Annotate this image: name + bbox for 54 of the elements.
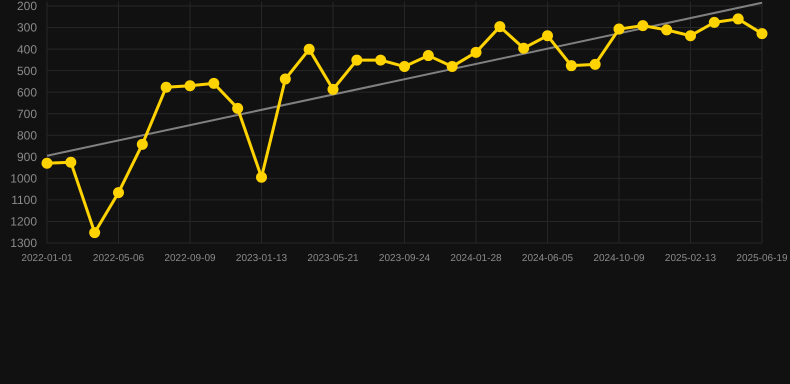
point — [566, 60, 577, 72]
y-tick-label: 1200 — [10, 214, 38, 229]
y-tick-label: 300 — [16, 20, 38, 35]
point — [42, 158, 52, 169]
point — [304, 44, 315, 55]
point — [65, 156, 76, 168]
point — [208, 78, 220, 89]
point — [256, 172, 267, 183]
point — [422, 50, 434, 62]
point — [375, 54, 386, 66]
point — [614, 24, 624, 35]
point — [160, 82, 172, 93]
point — [136, 138, 148, 150]
x-tick-label: 2022-01-01 — [21, 253, 74, 264]
x-tick-label: 2023-01-13 — [236, 253, 288, 264]
x-tick-label: 2025-06-19 — [736, 253, 788, 264]
point — [470, 46, 482, 58]
point — [89, 227, 100, 238]
point — [708, 16, 720, 28]
x-tick-label: 2024-01-28 — [450, 253, 502, 264]
point — [661, 24, 672, 36]
x-tick-label: 2024-10-09 — [593, 253, 646, 264]
point — [399, 61, 410, 72]
point — [446, 61, 458, 72]
point — [590, 58, 601, 70]
point — [328, 84, 338, 95]
y-tick-label: 200 — [16, 0, 38, 14]
point — [542, 30, 553, 42]
x-tick-label: 2023-05-21 — [307, 253, 360, 264]
y-tick-label: 900 — [16, 150, 38, 164]
point — [351, 54, 362, 66]
point — [637, 20, 648, 32]
x-tick-label: 2025-02-13 — [664, 253, 717, 264]
point — [184, 80, 196, 92]
y-tick-label: 1300 — [10, 236, 38, 250]
y-tick-label: 800 — [16, 128, 38, 142]
point — [756, 28, 768, 40]
y-tick-label: 700 — [16, 106, 38, 121]
y-tick-label: 1100 — [11, 193, 38, 208]
x-tick-label: 2022-05-06 — [92, 253, 145, 264]
point — [732, 13, 744, 24]
y-tick-label: 400 — [16, 42, 38, 56]
x-tick-label: 2022-09-09 — [164, 253, 216, 264]
y-tick-label: 600 — [16, 85, 38, 100]
x-tick-label: 2023-09-24 — [378, 253, 431, 264]
point — [113, 187, 124, 198]
point — [518, 42, 530, 54]
x-tick-label: 2024-06-05 — [522, 253, 574, 264]
point — [280, 74, 291, 85]
point — [685, 30, 696, 42]
y-tick-label: 500 — [16, 64, 38, 78]
y-tick-label: 1000 — [10, 172, 38, 186]
point — [232, 102, 244, 114]
point — [494, 21, 506, 32]
